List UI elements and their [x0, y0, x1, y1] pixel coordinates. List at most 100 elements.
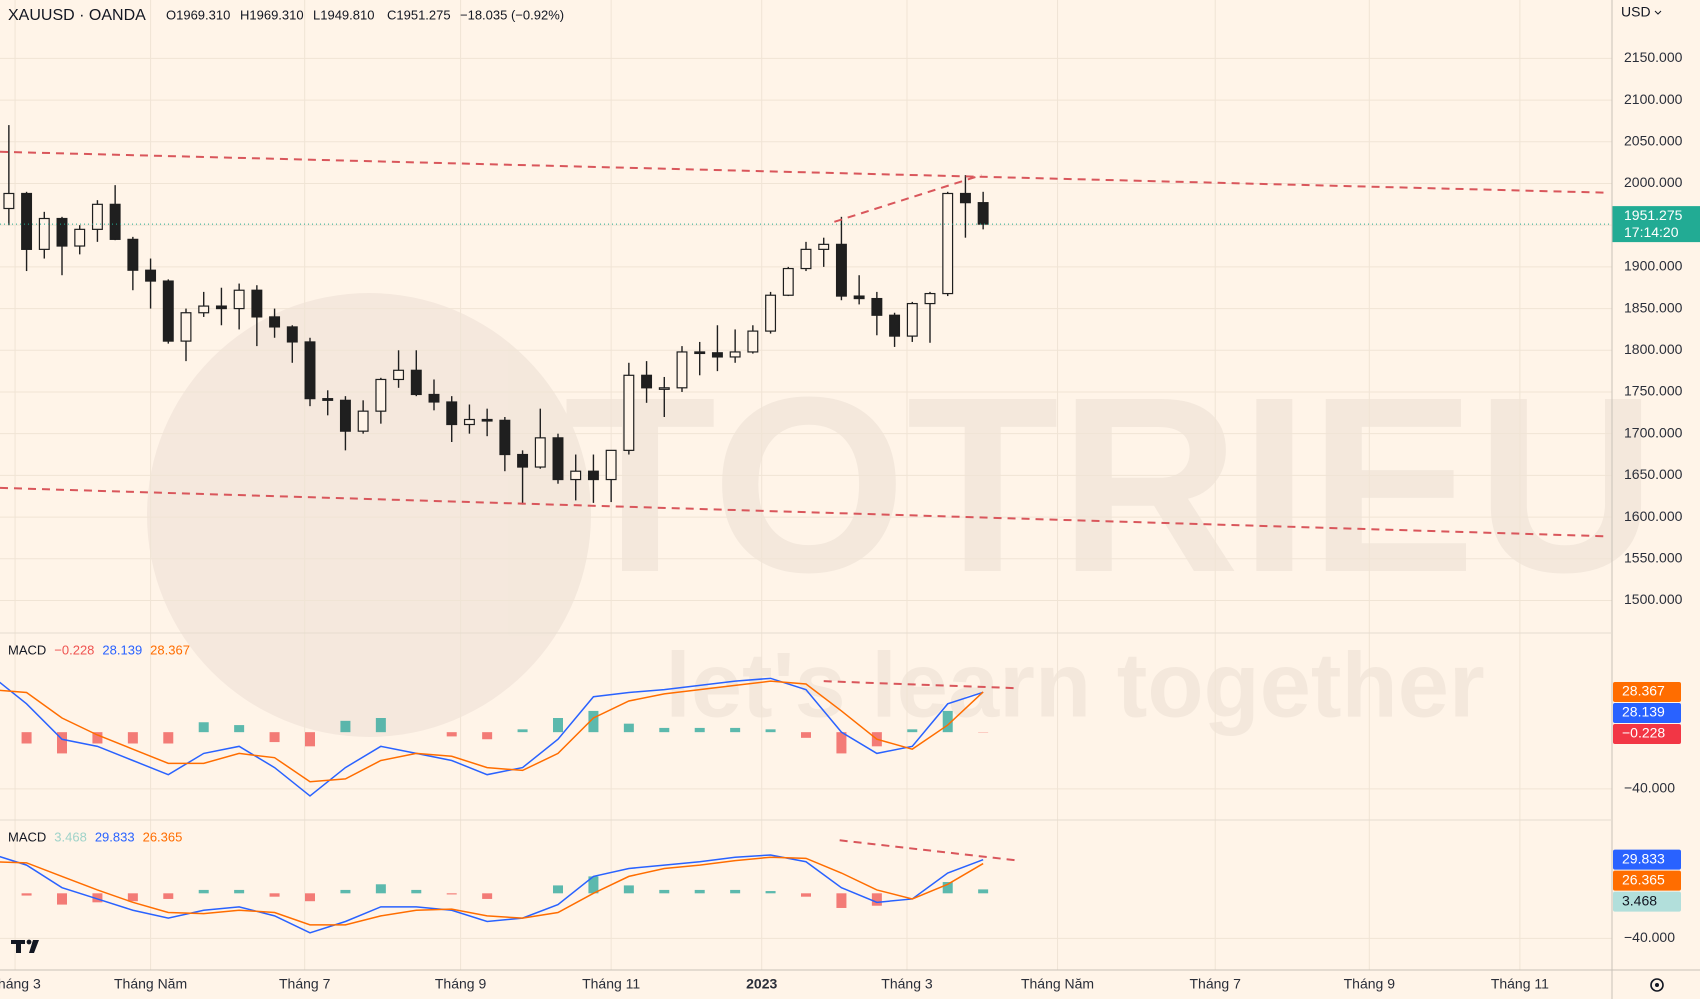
candle-body [942, 192, 954, 295]
candle-body [835, 243, 847, 297]
histogram-price-box [1613, 723, 1681, 744]
trend-line [823, 680, 1019, 690]
histogram-bar [836, 893, 847, 908]
y-tick-label: −40.000 [1624, 929, 1675, 945]
y-tick-label: 1600.000 [1624, 508, 1683, 524]
histogram-bar [836, 732, 847, 754]
y-tick-label: 1650.000 [1624, 466, 1683, 482]
histogram-bar [942, 882, 953, 894]
y-tick-label: 2050.000 [1624, 132, 1683, 148]
candle-body [357, 410, 369, 432]
histogram-bar [21, 732, 32, 744]
candle-body [198, 305, 210, 314]
ohlc-change: −18.035 (−0.92%) [460, 7, 564, 22]
histogram-price-box-label: 3.468 [1622, 892, 1657, 908]
signal-price-box [1613, 681, 1681, 702]
histogram-bar [482, 732, 493, 740]
candle-body [304, 341, 316, 400]
y-tick-label: 1500.000 [1624, 591, 1683, 607]
histogram-bar [305, 732, 315, 747]
candle-body [711, 352, 723, 358]
trend-line [0, 486, 1605, 538]
y-tick-label: 1550.000 [1624, 549, 1683, 565]
x-tick-label: Tháng 9 [1344, 976, 1396, 992]
histogram-price-box [1613, 891, 1681, 912]
candle-body [286, 326, 298, 343]
x-tick-label: Tháng 3 [0, 976, 41, 992]
candle-body [765, 294, 777, 332]
settings-icon[interactable] [1650, 978, 1664, 992]
candle-body [428, 393, 440, 403]
signal-line [0, 856, 984, 926]
last-price-box [1612, 206, 1700, 243]
histogram-bar [375, 718, 386, 733]
y-tick-label: 1850.000 [1624, 299, 1683, 315]
signal-price-box [1613, 870, 1681, 891]
histogram-bar [553, 885, 563, 894]
histogram-bar [765, 891, 776, 894]
candle-body [251, 289, 263, 318]
histogram-bar [482, 893, 493, 899]
x-tick-label: Tháng 3 [881, 976, 933, 992]
candle-body [339, 399, 351, 432]
trend-line [839, 839, 1019, 862]
legend-signal: 26.365 [143, 829, 183, 844]
candle-body [924, 292, 936, 305]
candle-body [162, 280, 174, 342]
candle-body [91, 203, 103, 230]
candle-body [109, 203, 121, 240]
watermark-logo [147, 293, 591, 737]
histogram-bar [446, 732, 457, 737]
ohlc-low: L1949.810 [313, 7, 374, 22]
macd-line [0, 854, 984, 934]
candle-body [56, 217, 68, 247]
x-tick-label: Tháng 7 [279, 976, 331, 992]
histogram-bar [801, 893, 811, 897]
candle-body [534, 437, 546, 468]
y-tick-label: 1700.000 [1624, 424, 1683, 440]
y-tick-label: −40.000 [1624, 780, 1675, 796]
histogram-bar [127, 893, 138, 902]
x-tick-label: Tháng 7 [1190, 976, 1242, 992]
histogram-bar [446, 893, 457, 895]
histogram-bar [127, 732, 138, 744]
histogram-bar [234, 889, 245, 894]
histogram-bar [765, 729, 776, 733]
y-tick-label: 1800.000 [1624, 341, 1683, 357]
last-price-label: 1951.275 [1624, 207, 1683, 223]
x-tick-label: Tháng Năm [114, 976, 187, 992]
signal-price-box-label: 28.367 [1622, 683, 1665, 699]
histogram-bar [517, 729, 528, 733]
candle-body [641, 374, 653, 389]
macd-price-box [1613, 702, 1681, 723]
settings-gear[interactable] [1650, 978, 1664, 992]
candle-body [233, 289, 245, 310]
x-tick-label: Tháng 11 [1491, 976, 1549, 992]
candle-body [481, 418, 493, 422]
settings-gear-center [1655, 983, 1659, 987]
y-tick-label: 2150.000 [1624, 49, 1683, 65]
legend-macd: 28.139 [102, 642, 142, 657]
histogram-bar [340, 720, 351, 733]
histogram-bar [623, 723, 634, 733]
macd-line [0, 677, 984, 797]
histogram-bar [269, 732, 280, 743]
watermark-brand: TOTRIEU [564, 345, 1657, 624]
x-tick-label: 2023 [746, 976, 777, 992]
histogram-bar [588, 876, 599, 894]
countdown-label: 17:14:20 [1624, 224, 1679, 240]
histogram-bar [411, 889, 422, 894]
currency[interactable]: USD [1621, 4, 1651, 20]
histogram-bar [375, 884, 386, 894]
histogram-bar [694, 727, 705, 733]
histogram-bar [305, 893, 315, 902]
y-tick-label: 1750.000 [1624, 383, 1683, 399]
macd-price-box-label: 29.833 [1622, 850, 1665, 866]
histogram-bar [57, 732, 67, 754]
trend-line [834, 174, 982, 223]
histogram-bar [730, 727, 741, 733]
histogram-bar [57, 893, 67, 905]
trend-line [0, 150, 1605, 194]
candle-body [871, 297, 883, 316]
